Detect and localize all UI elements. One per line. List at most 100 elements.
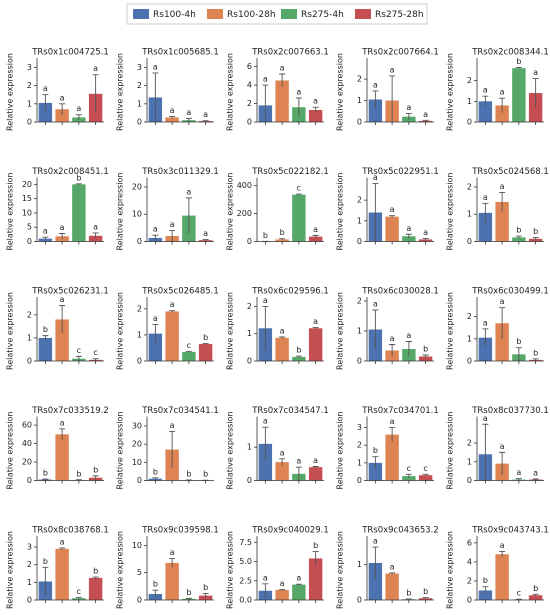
significance-letter: a bbox=[153, 314, 158, 323]
y-axis-label: Relative expression bbox=[336, 531, 345, 609]
significance-letter: b bbox=[93, 567, 98, 576]
error-bar bbox=[75, 596, 82, 600]
error-bar bbox=[152, 234, 159, 241]
y-tick-label: 15 bbox=[22, 194, 32, 203]
significance-letter: a bbox=[373, 80, 378, 89]
error-bar bbox=[75, 355, 82, 361]
error-bar bbox=[42, 335, 49, 341]
y-tick-label: 0 bbox=[137, 357, 142, 366]
significance-letter: a bbox=[60, 295, 65, 304]
panel-title: TRs0x2c008344.1 bbox=[471, 48, 549, 58]
y-axis-label: Relative expression bbox=[446, 292, 455, 370]
error-bar bbox=[59, 428, 66, 440]
bar bbox=[198, 121, 213, 122]
bar bbox=[418, 475, 433, 481]
y-axis-label: Relative expression bbox=[336, 292, 345, 370]
axes bbox=[366, 297, 434, 362]
bar bbox=[275, 462, 289, 481]
error-bar bbox=[152, 72, 159, 122]
bar bbox=[495, 201, 509, 242]
error-bar bbox=[152, 589, 159, 598]
y-axis-label: Relative expression bbox=[446, 53, 455, 131]
significance-letter: b bbox=[153, 467, 158, 476]
significance-letter: a bbox=[43, 227, 48, 236]
y-tick-label: 200 bbox=[237, 209, 252, 218]
y-tick-label: 2 bbox=[137, 81, 142, 90]
error-bar bbox=[312, 466, 319, 468]
significance-letter: a bbox=[373, 173, 378, 182]
y-axis-label: Relative expression bbox=[6, 292, 15, 370]
error-bar bbox=[169, 230, 176, 242]
y-tick-label: 0 bbox=[247, 357, 252, 366]
error-bar bbox=[312, 327, 319, 330]
y-tick-label: 0.0 bbox=[239, 596, 252, 605]
bar bbox=[258, 443, 273, 481]
error-bar bbox=[422, 119, 429, 122]
significance-letter: a bbox=[406, 103, 411, 112]
y-tick-label: 4 bbox=[247, 81, 252, 90]
y-tick-label: 3 bbox=[27, 543, 32, 552]
significance-letter: c bbox=[77, 346, 81, 355]
significance-letter: a bbox=[373, 537, 378, 546]
y-tick-label: 4 bbox=[467, 557, 472, 566]
error-bar bbox=[532, 478, 539, 481]
significance-letter: a bbox=[296, 457, 301, 466]
y-tick-label: 0 bbox=[247, 237, 252, 246]
y-tick-label: 0 bbox=[27, 357, 32, 366]
y-tick-label: 2 bbox=[357, 441, 362, 450]
y-tick-label: 0 bbox=[27, 596, 32, 605]
y-axis-label: Relative expression bbox=[226, 173, 235, 251]
y-tick-label: 1 bbox=[357, 96, 362, 105]
error-bar bbox=[169, 310, 176, 313]
bar bbox=[418, 598, 433, 600]
error-bar bbox=[482, 95, 489, 107]
significance-letter: a bbox=[93, 64, 98, 73]
error-bar bbox=[422, 597, 429, 599]
bar bbox=[385, 573, 399, 600]
error-bar bbox=[499, 97, 506, 113]
significance-letter: b bbox=[533, 584, 538, 593]
y-tick-label: 0 bbox=[137, 118, 142, 127]
significance-letter: a bbox=[500, 297, 505, 306]
error-bar bbox=[42, 236, 49, 241]
significance-letter: a bbox=[423, 228, 428, 237]
bar bbox=[182, 351, 196, 361]
significance-letter: b bbox=[423, 587, 428, 596]
error-bar bbox=[295, 583, 302, 585]
axes bbox=[476, 58, 544, 123]
legend-label: Rs100-4h bbox=[153, 10, 196, 20]
error-bar bbox=[482, 202, 489, 223]
y-tick-label: 2.5 bbox=[239, 576, 252, 585]
y-axis-label: Relative expression bbox=[116, 292, 125, 370]
y-tick-label: 0 bbox=[357, 596, 362, 605]
error-bar bbox=[279, 238, 286, 241]
significance-letter: a bbox=[390, 334, 395, 343]
error-bar bbox=[59, 233, 66, 240]
y-tick-label: 1 bbox=[137, 99, 142, 108]
significance-letter: a bbox=[390, 65, 395, 74]
y-tick-label: 2 bbox=[247, 302, 252, 311]
bar bbox=[478, 590, 493, 600]
bar bbox=[55, 319, 69, 361]
y-axis-label: Relative expression bbox=[446, 412, 455, 490]
significance-letter: a bbox=[280, 448, 285, 457]
axes bbox=[36, 58, 104, 123]
y-tick-label: 5.0 bbox=[239, 557, 252, 566]
significance-letter: c bbox=[93, 348, 97, 357]
significance-letter: a bbox=[60, 223, 65, 232]
error-bar bbox=[42, 478, 49, 481]
error-bar bbox=[202, 239, 209, 241]
axes bbox=[476, 297, 544, 362]
significance-letter: b bbox=[93, 465, 98, 474]
bar bbox=[292, 194, 306, 242]
significance-letter: a bbox=[313, 317, 318, 326]
error-bar bbox=[405, 598, 412, 600]
y-tick-label: 1 bbox=[247, 443, 252, 452]
error-bar bbox=[389, 215, 396, 218]
significance-letter: a bbox=[170, 548, 175, 557]
y-tick-label: 2 bbox=[467, 312, 472, 321]
bar bbox=[72, 184, 86, 242]
y-tick-label: 0 bbox=[27, 237, 32, 246]
y-tick-label: 3 bbox=[27, 63, 32, 72]
significance-letter: a bbox=[483, 193, 488, 202]
